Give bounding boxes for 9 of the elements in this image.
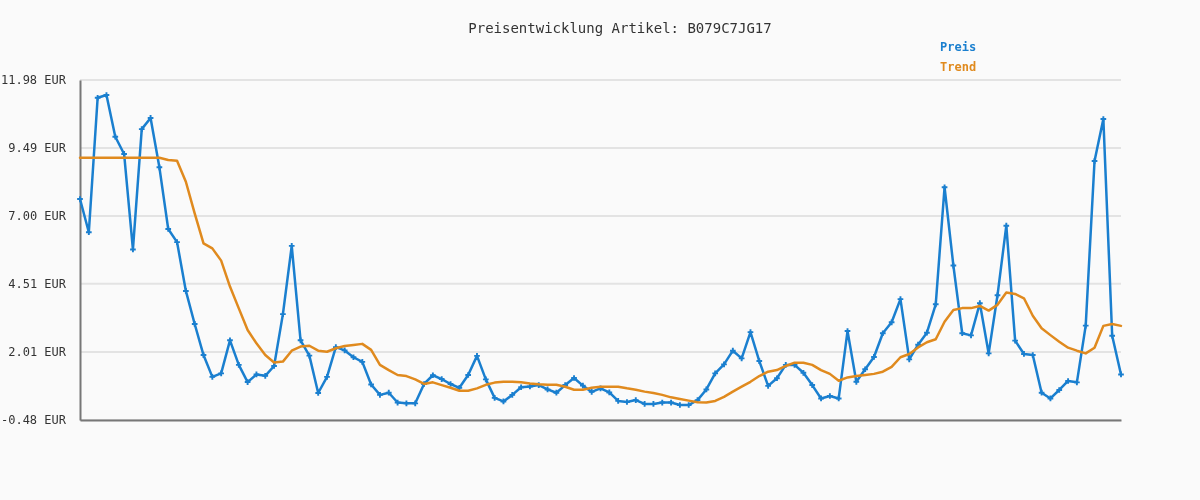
chart-title: Preisentwicklung Artikel: B079C7JG17 [468, 20, 772, 36]
text: Trend [940, 60, 977, 74]
y-tick-label: 11.98 EUR [0, 73, 67, 88]
text: Preis [940, 40, 977, 54]
y-tick-label: -0.48 EUR [0, 413, 67, 428]
y-tick-label: 4.51 EUR [8, 277, 67, 292]
y-tick-label: 2.01 EUR [8, 345, 67, 360]
y-tick-label: 7.00 EUR [8, 209, 67, 224]
y-tick-label: 9.49 EUR [8, 141, 67, 156]
